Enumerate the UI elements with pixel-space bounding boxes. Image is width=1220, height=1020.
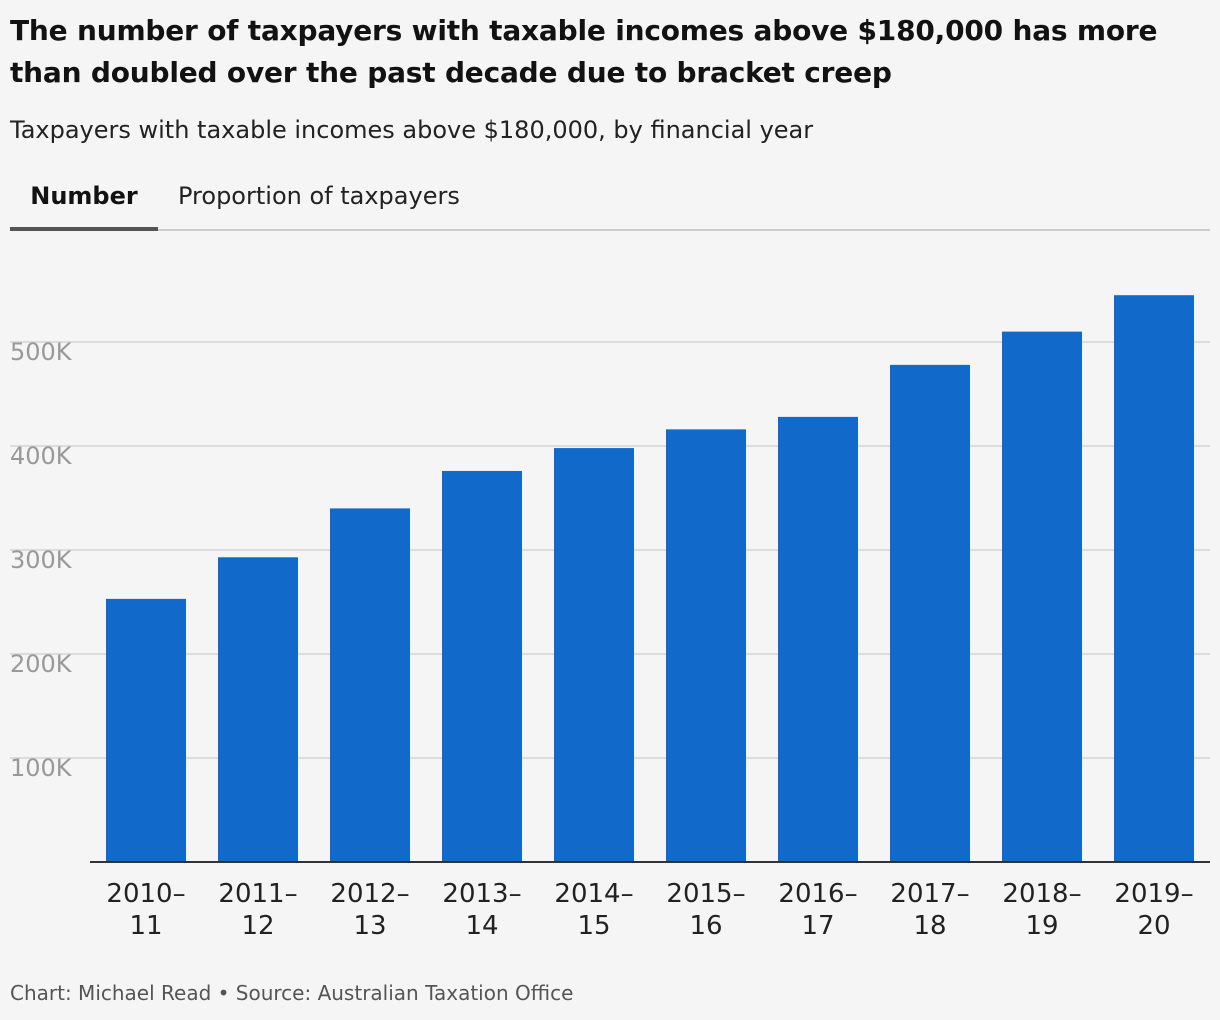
bar-2015–16[interactable] — [666, 429, 746, 862]
x-category-label: 11 — [129, 911, 162, 941]
x-category-label: 13 — [353, 911, 386, 941]
bar-2019–20[interactable] — [1114, 295, 1194, 862]
x-category-label: 20 — [1137, 911, 1170, 941]
y-tick-label: 500K — [10, 338, 73, 366]
y-tick-label: 100K — [10, 754, 73, 782]
bar-2012–13[interactable] — [330, 508, 410, 862]
x-category-label: 16 — [689, 911, 722, 941]
x-category-label: 19 — [1025, 911, 1058, 941]
y-tick-label: 200K — [10, 650, 73, 678]
x-category-label: 2013– — [442, 879, 521, 909]
tab-number[interactable]: Number — [10, 172, 158, 231]
x-category-label: 2010– — [106, 879, 185, 909]
chart-subtitle: Taxpayers with taxable incomes above $18… — [10, 116, 814, 144]
bar-2014–15[interactable] — [554, 448, 634, 862]
bar-2016–17[interactable] — [778, 416, 858, 862]
chart-source-credit: Chart: Michael Read • Source: Australian… — [10, 981, 574, 1005]
bar-2018–19[interactable] — [1002, 331, 1082, 863]
x-category-label: 15 — [577, 911, 610, 941]
y-tick-label: 400K — [10, 442, 73, 470]
x-category-label: 14 — [465, 911, 498, 941]
bar-chart: 100K200K300K400K500K2010–112011–122012–1… — [10, 295, 1210, 941]
bar-2011–12[interactable] — [218, 557, 298, 862]
tab-proportion-of-taxpayers[interactable]: Proportion of taxpayers — [178, 182, 460, 210]
x-category-label: 18 — [913, 911, 946, 941]
x-category-label: 2018– — [1002, 879, 1081, 909]
bar-2010–11[interactable] — [106, 598, 186, 862]
view-tabs: Number Proportion of taxpayers — [10, 172, 1210, 231]
bar-2013–14[interactable] — [442, 470, 522, 862]
chart-title: The number of taxpayers with taxable inc… — [10, 14, 1158, 89]
x-category-label: 2011– — [218, 879, 297, 909]
x-category-label: 2019– — [1114, 879, 1193, 909]
x-category-label: 2012– — [330, 879, 409, 909]
x-category-label: 2015– — [666, 879, 745, 909]
x-category-label: 2016– — [778, 879, 857, 909]
bar-2017–18[interactable] — [890, 364, 970, 862]
y-tick-label: 300K — [10, 546, 73, 574]
x-category-label: 12 — [241, 911, 274, 941]
x-category-label: 2017– — [890, 879, 969, 909]
x-category-label: 2014– — [554, 879, 633, 909]
x-category-label: 17 — [801, 911, 834, 941]
